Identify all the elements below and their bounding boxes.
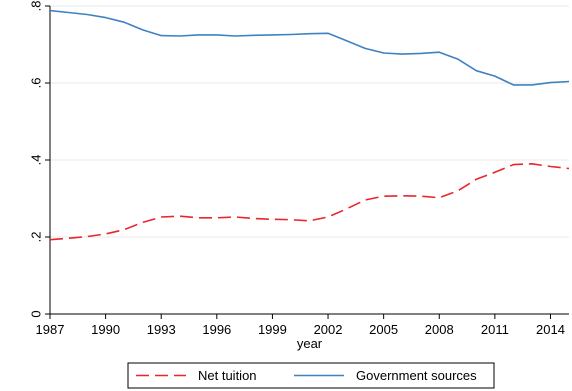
y-tick-label: .8 [29, 1, 44, 12]
axes: 0 .2 .4 .6 .8 1987 1990 1993 1996 1999 2002 2005 200… [29, 1, 569, 337]
x-tick-label: 2002 [314, 322, 343, 337]
x-axis-label: year [297, 336, 323, 351]
x-tick-label: 1993 [147, 322, 176, 337]
x-tick-label: 1999 [258, 322, 287, 337]
x-tick-label: 1996 [202, 322, 231, 337]
x-tick-label: 2005 [369, 322, 398, 337]
x-tick-label: 1987 [36, 322, 65, 337]
y-tick-label: .2 [29, 232, 44, 243]
y-tick-label: .6 [29, 78, 44, 89]
x-tick-label: 2014 [536, 322, 565, 337]
legend-label-0: Net tuition [198, 368, 257, 383]
x-tick-label: 1990 [91, 322, 120, 337]
series-line-1 [49, 9, 570, 86]
legend-label-1: Government sources [356, 368, 477, 383]
y-tick-label: .4 [29, 155, 44, 166]
series-lines [49, 9, 570, 241]
x-tick-label: 2008 [425, 322, 454, 337]
series-line-0 [49, 163, 570, 241]
legend: Net tuition Government sources [127, 362, 495, 389]
grid-lines [50, 5, 569, 315]
y-tick-label: 0 [29, 310, 44, 317]
x-tick-label: 2011 [481, 322, 509, 337]
